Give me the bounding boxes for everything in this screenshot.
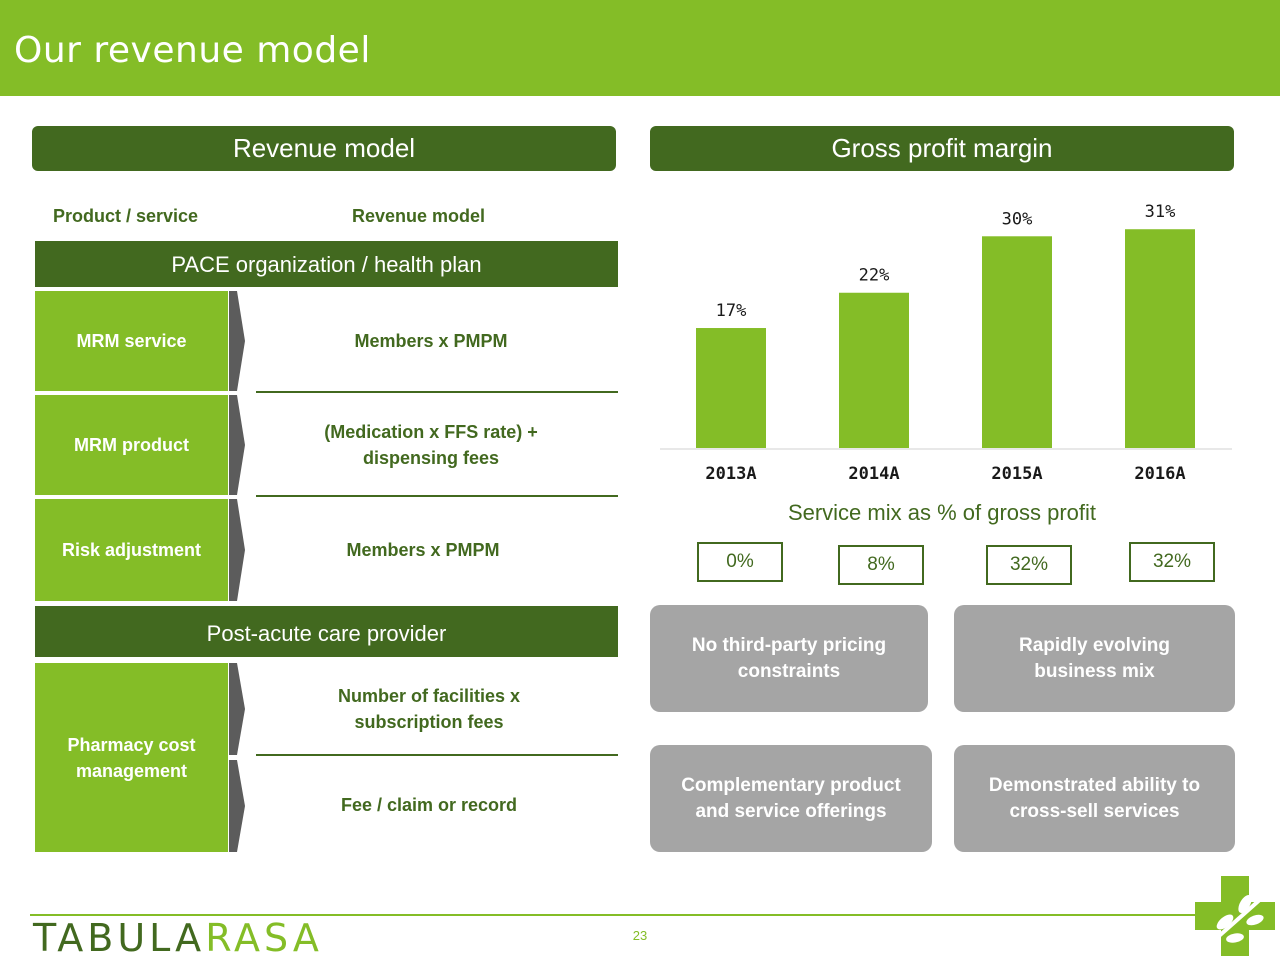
product-cell-mrm-product: MRM product [35, 395, 228, 495]
data-label: 31% [1145, 202, 1176, 222]
highlight-box: No third-party pricing constraints [650, 605, 928, 712]
data-label: 17% [716, 301, 747, 321]
title-bar: Our revenue model [0, 0, 1280, 96]
service-mix-title: Service mix as % of gross profit [787, 500, 1097, 525]
gross-profit-margin-header: Gross profit margin [650, 126, 1234, 171]
highlight-box: Rapidly evolving business mix [954, 605, 1235, 712]
arrow-icon [229, 291, 245, 391]
data-label: 30% [1002, 209, 1033, 229]
page-title: Our revenue model [14, 30, 371, 71]
highlight-box: Demonstrated ability to cross-sell servi… [954, 745, 1235, 852]
data-label: 22% [859, 266, 890, 286]
leaf-cross-icon [1195, 876, 1275, 956]
service-mix-value: 32% [1129, 542, 1215, 582]
x-tick-label: 2013A [705, 464, 756, 484]
product-label: Pharmacy cost management [67, 734, 196, 781]
arrow-icon [229, 663, 245, 755]
x-tick-label: 2014A [848, 464, 899, 484]
arrow-icon [229, 760, 245, 852]
row-divider [256, 391, 618, 393]
revenue-model-text: Number of facilities x subscription fees [337, 686, 521, 732]
service-mix-value: 8% [838, 545, 924, 585]
service-mix-value: 0% [697, 542, 783, 582]
highlight-box: Complementary product and service offeri… [650, 745, 932, 852]
bar-2013A [696, 328, 766, 448]
gross-profit-margin-chart: 17% 2013A 22% 2014A 30% 2015A 31% 2016A [660, 202, 1232, 484]
service-mix-value: 32% [986, 545, 1072, 585]
x-tick-label: 2015A [991, 464, 1042, 484]
logo-part-2: RASA [205, 916, 323, 960]
product-cell-mrm-service: MRM service [35, 291, 228, 391]
product-label: MRM product [74, 435, 189, 455]
revenue-model-text: Members x PMPM [346, 540, 500, 560]
bar-2014A [839, 292, 909, 448]
product-label: MRM service [76, 331, 187, 351]
revenue-model-text: (Medication x FFS rate) + dispensing fee… [324, 422, 538, 468]
product-cell-risk-adjustment: Risk adjustment [35, 499, 228, 601]
tabula-rasa-logo: TABULARASA [33, 916, 323, 960]
x-tick-label: 2016A [1134, 464, 1185, 484]
product-label: Risk adjustment [61, 540, 202, 560]
footer-line [30, 914, 1198, 916]
bar-2016A [1125, 229, 1195, 448]
group-post-acute-care-provider: Post-acute care provider [35, 606, 618, 657]
row-divider [256, 495, 618, 497]
product-service-column-header: Product / service [53, 206, 199, 226]
revenue-model-text: Members x PMPM [354, 331, 508, 351]
revenue-model-column-header: Revenue model [352, 206, 486, 226]
arrow-icon [229, 395, 245, 495]
logo-part-1: TABULA [33, 916, 206, 960]
revenue-model-header: Revenue model [32, 126, 616, 171]
bar-2015A [982, 236, 1052, 448]
page-number: 23 [632, 928, 648, 943]
row-divider [256, 754, 618, 756]
arrow-icon [229, 499, 245, 601]
group-pace-health-plan: PACE organization / health plan [35, 241, 618, 287]
revenue-model-text: Fee / claim or record [340, 795, 518, 815]
product-cell-pharmacy-cost-management: Pharmacy cost management [35, 663, 228, 852]
